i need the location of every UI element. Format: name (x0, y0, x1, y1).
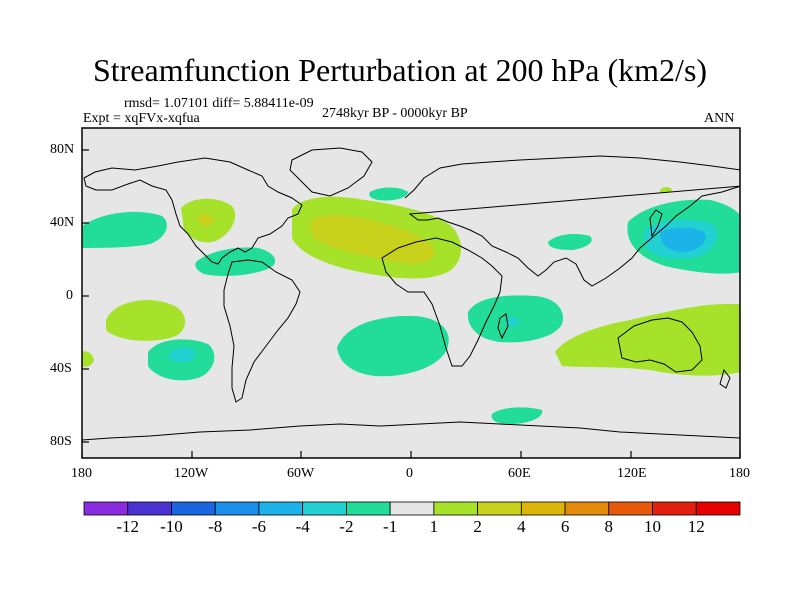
coast-africa (381, 237, 503, 367)
contour-positive-mid (198, 213, 435, 264)
coast-eurasia (404, 155, 740, 287)
colorbar-label: -12 (116, 517, 140, 536)
coast-australia (617, 317, 703, 373)
colorbar-label: 4 (517, 517, 526, 536)
coast-madagascar (497, 313, 509, 340)
contour-fields (82, 187, 740, 424)
coast-greenland (289, 147, 373, 197)
colorbar-label: 6 (560, 517, 570, 536)
lat-tick-80s: 80S (50, 434, 72, 449)
colorbar-label: 12 (687, 517, 705, 536)
colorbar-label: 2 (473, 517, 482, 536)
colorbar-label: -10 (160, 517, 183, 536)
colorbar-swatch (83, 501, 129, 516)
experiment-label: Expt = xqFVx-xqfua (83, 111, 200, 126)
lon-tick-60e: 60E (508, 466, 531, 481)
contour-negative-deep (660, 227, 706, 252)
colorbar-swatch (695, 501, 741, 516)
coast-north-america (83, 157, 303, 265)
colorbar-swatch (171, 501, 216, 516)
period-label: 2748kyr BP - 0000kyr BP (322, 106, 468, 121)
colorbar-label: -1 (383, 517, 398, 536)
lat-tick-40s: 40S (50, 361, 72, 376)
coastlines (82, 147, 740, 441)
coast-japan (649, 209, 663, 238)
colorbar-swatch (389, 501, 435, 516)
colorbar-swatch (127, 501, 172, 516)
lon-tick-60w: 60W (287, 466, 315, 481)
colorbar-swatch (345, 501, 391, 516)
colorbar-label: -6 (251, 517, 267, 536)
colorbar-swatch (214, 501, 260, 516)
colorbar-swatch (652, 501, 697, 516)
colorbar (83, 501, 741, 516)
coast-south-america (223, 259, 301, 403)
colorbar-label: 8 (604, 517, 614, 536)
colorbar-label: -8 (208, 517, 223, 536)
lon-tick-180e: 180 (729, 466, 750, 481)
colorbar-swatch (258, 501, 304, 516)
colorbar-swatch (477, 501, 522, 516)
colorbar-label: 10 (644, 517, 662, 536)
colorbar-swatch (520, 501, 566, 516)
season-label: ANN (704, 111, 735, 126)
coast-antarctica (82, 421, 740, 441)
axis-ticks (81, 149, 741, 458)
map-background (82, 128, 740, 458)
colorbar-swatch (564, 501, 610, 516)
stats-label: rmsd= 1.07101 diff= 5.88411e-09 (124, 96, 314, 111)
lon-tick-0: 0 (406, 466, 413, 481)
colorbar-swatch (302, 501, 347, 516)
coast-new-zealand (719, 368, 731, 389)
colorbar-label: -4 (295, 517, 310, 536)
colorbar-swatch (433, 501, 478, 516)
lat-tick-80n: 80N (50, 142, 75, 157)
lat-tick-0: 0 (66, 288, 73, 303)
map-title: Streamfunction Perturbation at 200 hPa (… (92, 52, 708, 88)
colorbar-label: 1 (429, 517, 439, 536)
lat-tick-40n: 40N (50, 215, 75, 230)
colorbar-label: -2 (339, 517, 354, 536)
lon-tick-180w: 180 (71, 466, 92, 481)
colorbar-swatch (608, 501, 653, 516)
lon-tick-120e: 120E (617, 466, 647, 481)
lon-tick-120w: 120W (174, 466, 209, 481)
